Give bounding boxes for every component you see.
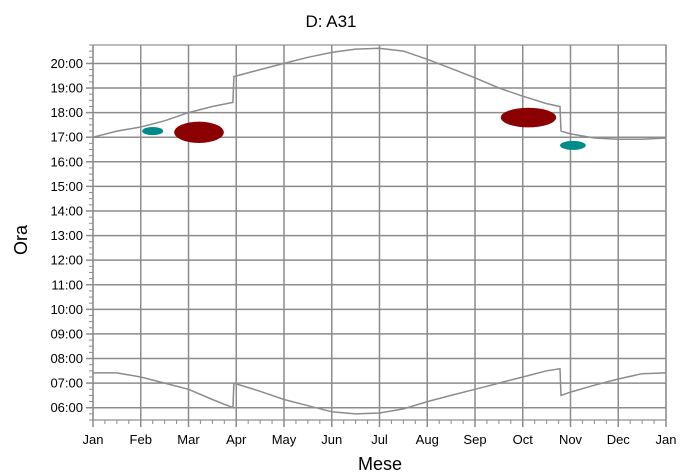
x-tick-label: May bbox=[272, 432, 297, 447]
y-axis-label: Ora bbox=[11, 224, 31, 255]
y-tick-label: 20:00 bbox=[50, 56, 83, 71]
x-axis-label: Mese bbox=[358, 454, 402, 474]
x-tick-label: Oct bbox=[513, 432, 534, 447]
dark-red-blob bbox=[500, 107, 557, 128]
sunset-curve bbox=[92, 47, 667, 141]
y-tick-label: 13:00 bbox=[50, 228, 83, 243]
x-tick-label: Apr bbox=[226, 432, 247, 447]
y-tick-label: 17:00 bbox=[50, 130, 83, 145]
x-tick-label: Jan bbox=[83, 432, 104, 447]
y-tick-label: 18:00 bbox=[50, 105, 83, 120]
x-tick-label: Sep bbox=[463, 432, 486, 447]
teal-blob bbox=[142, 126, 164, 136]
y-tick-label: 12:00 bbox=[50, 253, 83, 268]
y-tick-label: 09:00 bbox=[50, 326, 83, 341]
y-tick-label: 10:00 bbox=[50, 302, 83, 317]
y-tick-label: 16:00 bbox=[50, 154, 83, 169]
dark-red-blob bbox=[174, 121, 224, 143]
x-tick-labels: Jan Feb Mar Apr May Jun Jul Aug Sep Oct Nov Dec Jan bbox=[83, 432, 677, 447]
x-tick-label: Nov bbox=[559, 432, 583, 447]
blobs bbox=[142, 107, 586, 150]
y-tick-label: 06:00 bbox=[50, 400, 83, 415]
y-tick-label: 14:00 bbox=[50, 203, 83, 218]
x-tick-label: Aug bbox=[416, 432, 439, 447]
y-tick-label: 19:00 bbox=[50, 81, 83, 96]
grid bbox=[92, 44, 667, 421]
minor-ticks bbox=[86, 44, 667, 427]
x-tick-label: Mar bbox=[177, 432, 200, 447]
y-tick-label: 07:00 bbox=[50, 376, 83, 391]
curves bbox=[92, 47, 667, 415]
y-tick-label: 15:00 bbox=[50, 179, 83, 194]
y-tick-label: 08:00 bbox=[50, 351, 83, 366]
x-tick-label: Jul bbox=[371, 432, 388, 447]
teal-blob bbox=[559, 140, 586, 150]
y-tick-labels: 06:00 07:00 08:00 09:00 10:00 11:00 12:00 13:00… bbox=[50, 56, 83, 415]
chart-title: D: A31 bbox=[305, 12, 356, 31]
y-tick-label: 11:00 bbox=[51, 277, 83, 292]
sunrise-curve bbox=[93, 367, 667, 415]
x-tick-label: Jan bbox=[656, 432, 677, 447]
x-tick-label: Dec bbox=[607, 432, 631, 447]
x-tick-label: Jun bbox=[321, 432, 342, 447]
x-tick-label: Feb bbox=[130, 432, 152, 447]
